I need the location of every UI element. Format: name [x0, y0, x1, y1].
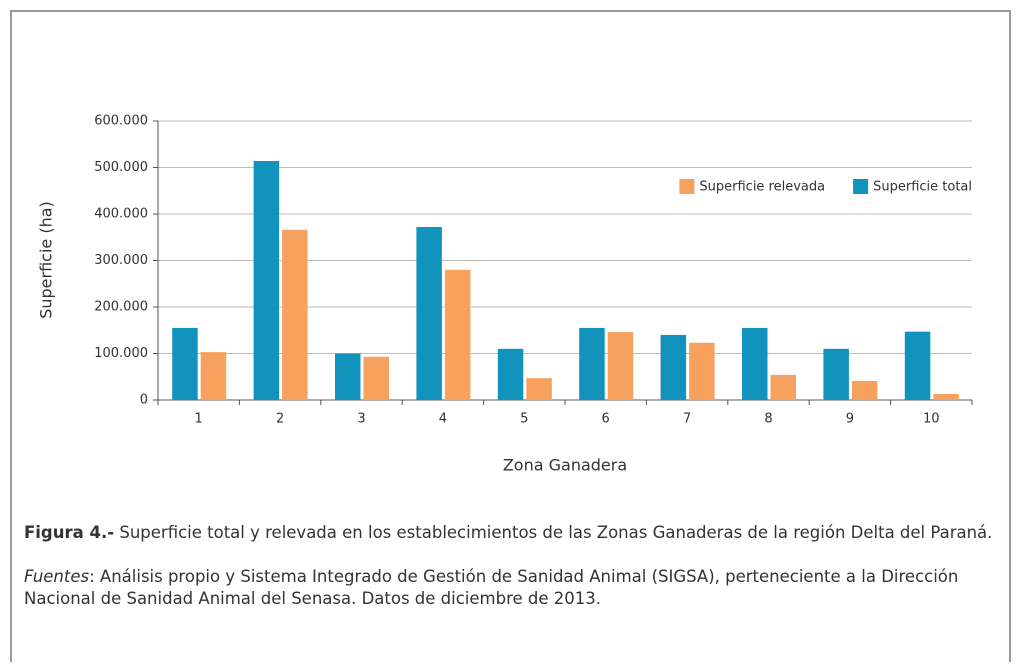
bar [823, 348, 849, 400]
bar [282, 229, 308, 400]
legend-label: Superficie relevada [699, 180, 825, 195]
x-tick-label: 1 [195, 412, 203, 427]
caption-text: Superficie total y relevada en los estab… [114, 523, 993, 542]
bar [933, 393, 959, 400]
legend-swatch [853, 179, 869, 194]
y-tick-label: 300.000 [94, 253, 148, 268]
y-tick-label: 600.000 [94, 114, 148, 129]
x-tick-label: 6 [602, 412, 610, 427]
chart: Superficie (ha) Zona Ganadera 0 100.000 20… [37, 114, 973, 475]
bar [497, 348, 524, 400]
legend-swatch [679, 179, 695, 194]
bar [363, 356, 389, 400]
y-tick-label: 100.000 [94, 346, 148, 361]
bar [200, 352, 227, 400]
bar [742, 327, 768, 400]
x-tick-label: 8 [764, 412, 772, 427]
bar [416, 227, 442, 400]
x-tick-label: 9 [846, 412, 854, 427]
bar [607, 332, 634, 400]
bar [335, 353, 361, 400]
bar [172, 327, 198, 400]
source-label: Fuentes [24, 567, 90, 586]
bar [904, 331, 931, 400]
bar [851, 380, 878, 400]
figure-label: Figura 4.- [24, 523, 115, 542]
legend-label: Superficie total [873, 180, 972, 195]
x-tick-label: 10 [923, 412, 940, 427]
source-text: : Análisis propio y Sistema Integrado de… [24, 567, 959, 608]
source-note: Fuentes: Análisis propio y Sistema Integ… [24, 566, 999, 610]
figure-caption: Figura 4.- Superficie total y relevada e… [24, 522, 999, 544]
y-tick-label: 0 [140, 393, 148, 408]
y-tick-label: 500.000 [94, 160, 148, 175]
x-tick-label: 3 [357, 412, 365, 427]
bar [770, 374, 796, 400]
bar [253, 160, 280, 400]
bar [579, 327, 605, 400]
y-tick-label: 400.000 [94, 207, 148, 222]
y-tick-label: 200.000 [94, 300, 148, 315]
bar [689, 342, 715, 400]
y-axis-label: Superficie (ha) [37, 201, 56, 319]
caption: Figura 4.- Superficie total y relevada e… [24, 522, 999, 632]
x-tick-label: 5 [520, 412, 528, 427]
bar [660, 334, 687, 400]
bar [526, 378, 552, 400]
x-tick-label: 2 [276, 412, 284, 427]
x-tick-label: 4 [439, 412, 447, 427]
x-tick-label: 7 [683, 412, 691, 427]
bar [444, 269, 471, 400]
x-axis-label: Zona Ganadera [503, 456, 627, 475]
